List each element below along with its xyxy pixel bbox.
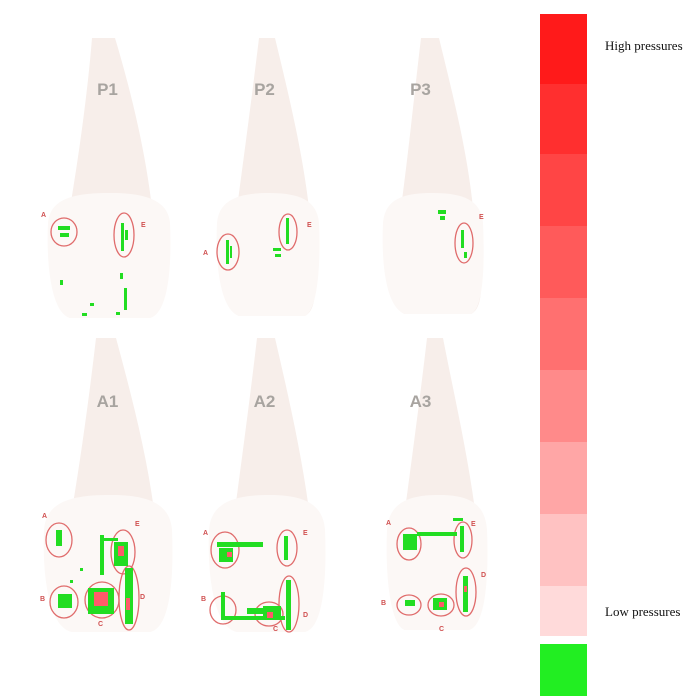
marker-e: E: [141, 222, 146, 229]
marker-d: D: [303, 612, 309, 619]
marker-a: A: [203, 530, 209, 537]
marker-c: C: [98, 621, 104, 628]
scale-segment: [540, 14, 587, 84]
low-pressures-label: Low pressures: [605, 604, 681, 619]
marker-e: E: [479, 214, 484, 221]
tooth-panel-p2: P2 A E: [187, 18, 342, 328]
scale-segment: [540, 442, 587, 514]
tooth-panel-a1: A1 A E B C D: [30, 330, 185, 640]
marker-d: D: [140, 594, 146, 601]
tooth-drawing: [47, 38, 171, 318]
marker-a: A: [203, 250, 209, 257]
tooth-panel-p1: P1 A E: [30, 18, 185, 328]
tooth-drawing: [216, 38, 320, 316]
panel-label: P1: [97, 80, 118, 99]
marker-a: A: [42, 513, 48, 520]
marker-e: E: [135, 521, 140, 528]
panel-label: A2: [253, 392, 276, 411]
marker-a: A: [386, 520, 392, 527]
tooth-panel-a2: A2 A E B C D: [187, 330, 342, 640]
pressure-scale-bar: [540, 14, 587, 696]
high-pressures-label: High pressures: [605, 38, 683, 53]
panel-label: A3: [409, 392, 432, 411]
scale-segment: [540, 514, 587, 586]
tooth-drawing: [386, 338, 488, 630]
marker-e: E: [471, 521, 476, 528]
scale-segment: [540, 370, 587, 442]
scale-segment: [540, 84, 587, 154]
marker-c: C: [273, 626, 279, 633]
scale-segment: [540, 636, 587, 644]
panel-label: P2: [254, 80, 275, 99]
marker-b: B: [381, 600, 387, 607]
tooth-drawing: [382, 38, 484, 314]
panel-label: P3: [410, 80, 431, 99]
scale-segment: [540, 298, 587, 370]
marker-d: D: [481, 572, 487, 579]
marker-a: A: [41, 212, 47, 219]
marker-c: C: [439, 626, 445, 633]
scale-segment: [540, 586, 587, 636]
tooth-drawing: [208, 338, 326, 633]
panel-label: A1: [96, 392, 119, 411]
tooth-panel-a3: A3 A E B C D: [343, 330, 498, 640]
tooth-panel-p3: P3 E: [343, 18, 498, 328]
marker-b: B: [40, 596, 46, 603]
scale-segment: [540, 154, 587, 226]
marker-e: E: [303, 530, 308, 537]
marker-b: B: [201, 596, 207, 603]
tooth-drawing: [43, 338, 173, 632]
scale-segment: [540, 226, 587, 298]
scale-segment: [540, 644, 587, 696]
marker-e: E: [307, 222, 312, 229]
